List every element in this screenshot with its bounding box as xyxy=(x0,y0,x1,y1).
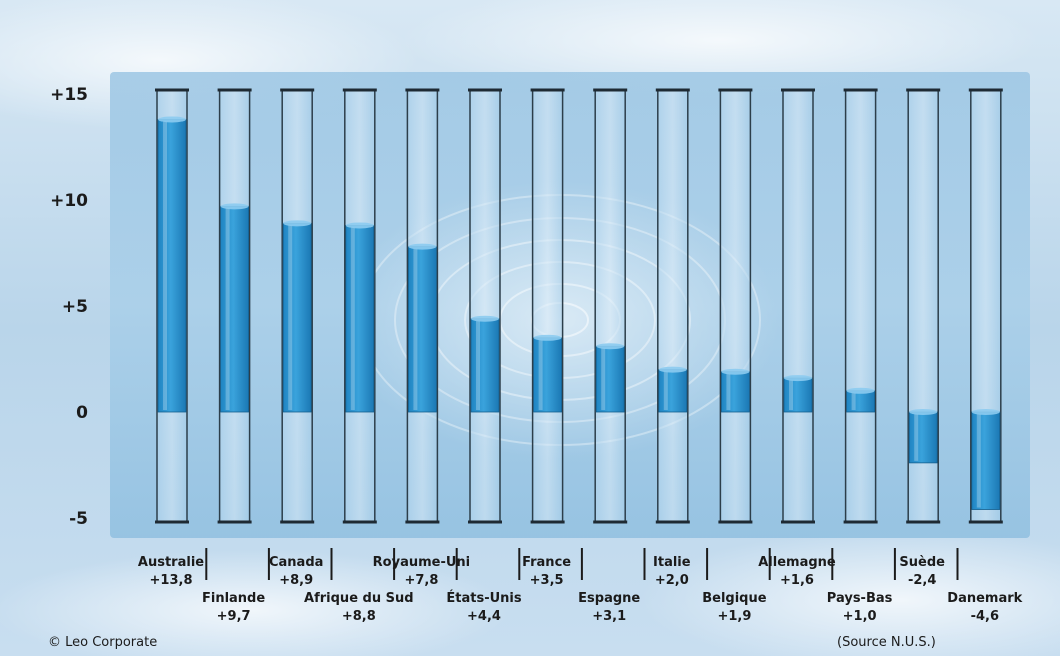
bar-highlight xyxy=(663,371,668,410)
bar xyxy=(533,337,562,413)
bar-tube xyxy=(657,89,689,523)
bar-tube xyxy=(782,89,814,523)
category-label: États-Unis xyxy=(446,590,521,606)
category-label: Australie xyxy=(138,555,204,570)
label-separators xyxy=(205,548,959,580)
category-label: Danemark xyxy=(947,591,1022,606)
bar-surface xyxy=(533,334,562,341)
value-label: -2,4 xyxy=(908,573,936,588)
bar-highlight xyxy=(476,320,480,410)
value-label: +8,8 xyxy=(342,609,376,624)
value-label: +1,0 xyxy=(843,609,877,624)
bar-tube xyxy=(594,89,626,523)
bar xyxy=(157,119,187,413)
y-tick-label: +10 xyxy=(50,191,88,211)
bar xyxy=(595,345,625,413)
bar-tube xyxy=(469,89,501,523)
bar-surface xyxy=(283,220,312,227)
cloud xyxy=(0,550,510,656)
bar-tube xyxy=(719,89,752,523)
bar xyxy=(783,377,813,413)
y-tick-label: -5 xyxy=(69,509,88,529)
y-axis: +15 +10 +5 0 -5 xyxy=(50,85,88,529)
bar-surface xyxy=(721,368,750,375)
category-label: Allemagne xyxy=(758,555,836,570)
bar-surface xyxy=(596,343,625,350)
bar xyxy=(971,411,1001,510)
bar-highlight xyxy=(601,348,606,410)
bar-highlight xyxy=(976,414,981,508)
category-label: Finlande xyxy=(202,591,265,606)
value-label: +4,4 xyxy=(467,609,501,624)
y-tick-label: 0 xyxy=(76,403,88,423)
value-label: +13,8 xyxy=(150,573,193,588)
bar xyxy=(908,411,938,464)
source-text: (Source N.U.S.) xyxy=(837,635,936,650)
bar-tube xyxy=(531,89,564,523)
category-label: Espagne xyxy=(578,591,640,606)
value-label: +1,9 xyxy=(717,609,751,624)
cloud xyxy=(640,530,1060,656)
value-label: +1,6 xyxy=(780,573,814,588)
bar-surface xyxy=(846,387,875,394)
bar-surface xyxy=(784,375,812,382)
category-label: France xyxy=(522,555,571,570)
bar xyxy=(407,246,437,413)
category-label: Pays-Bas xyxy=(827,591,893,606)
bar-highlight xyxy=(225,208,230,410)
bar-highlight xyxy=(163,121,167,410)
category-label: Royaume-Uni xyxy=(373,555,470,570)
bar xyxy=(846,390,875,413)
bar-surface xyxy=(345,222,374,229)
bar-surface xyxy=(909,409,938,415)
category-labels: Australie +13,8 Finlande +9,7 Canada +8,9 Afri… xyxy=(138,555,1023,624)
bar-surface xyxy=(471,315,499,322)
bar-highlight xyxy=(538,339,543,410)
bar-highlight xyxy=(726,373,731,410)
bar xyxy=(658,369,688,413)
copyright-text: © Leo Corporate xyxy=(48,635,157,650)
bars xyxy=(157,116,1001,510)
bar-highlight xyxy=(851,392,856,410)
bar-surface xyxy=(658,366,687,373)
category-label: Italie xyxy=(653,555,691,570)
bar xyxy=(220,205,250,413)
bar-highlight xyxy=(914,414,919,461)
category-label: Canada xyxy=(269,555,323,570)
bar-highlight xyxy=(789,380,793,410)
bar xyxy=(721,371,750,413)
category-label: Belgique xyxy=(702,591,767,606)
bar-surface xyxy=(158,116,186,123)
bar-tube xyxy=(844,89,877,523)
category-label: Afrique du Sud xyxy=(304,591,414,606)
bar xyxy=(470,318,500,413)
bar xyxy=(282,222,312,413)
bar-surface xyxy=(220,203,249,210)
value-label: +9,7 xyxy=(217,609,251,624)
value-label: -4,6 xyxy=(971,609,999,624)
value-label: +3,1 xyxy=(592,609,626,624)
bar-highlight xyxy=(288,225,293,410)
bar-surface xyxy=(971,409,1000,415)
value-label: +8,9 xyxy=(279,573,313,588)
y-tick-label: +15 xyxy=(50,85,88,105)
bar xyxy=(345,225,375,413)
bar-highlight xyxy=(350,227,355,410)
bar-surface xyxy=(408,243,437,250)
bar-highlight xyxy=(413,248,418,410)
value-label: +2,0 xyxy=(655,573,689,588)
category-label: Suède xyxy=(899,555,945,570)
value-label: +3,5 xyxy=(530,573,564,588)
value-label: +7,8 xyxy=(404,573,438,588)
y-tick-label: +5 xyxy=(62,297,88,317)
